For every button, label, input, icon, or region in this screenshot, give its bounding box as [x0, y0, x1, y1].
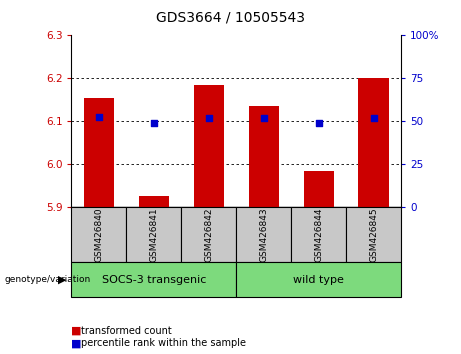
Point	[315, 120, 322, 125]
Text: GDS3664 / 10505543: GDS3664 / 10505543	[156, 11, 305, 25]
Text: GSM426840: GSM426840	[95, 207, 103, 262]
Bar	[194, 85, 224, 207]
Bar	[139, 196, 169, 207]
Bar	[236, 207, 291, 262]
Text: ■: ■	[71, 338, 82, 348]
Bar	[126, 207, 181, 262]
Bar	[291, 207, 346, 262]
Text: wild type: wild type	[293, 275, 344, 285]
Bar	[236, 262, 401, 297]
Point	[370, 115, 377, 121]
Text: ▶: ▶	[58, 275, 66, 285]
Text: GSM426843: GSM426843	[259, 207, 268, 262]
Text: transformed count: transformed count	[81, 326, 171, 336]
Bar	[71, 207, 126, 262]
Text: GSM426841: GSM426841	[149, 207, 159, 262]
Bar	[181, 207, 236, 262]
Text: ■: ■	[71, 326, 82, 336]
Text: genotype/variation: genotype/variation	[5, 275, 91, 284]
Bar	[359, 78, 389, 207]
Bar	[71, 262, 236, 297]
Text: GSM426844: GSM426844	[314, 207, 323, 262]
Bar	[84, 98, 114, 207]
Text: percentile rank within the sample: percentile rank within the sample	[81, 338, 246, 348]
Point	[150, 121, 158, 126]
Point	[205, 115, 213, 121]
Text: GSM426842: GSM426842	[204, 207, 213, 262]
Text: GSM426845: GSM426845	[369, 207, 378, 262]
Text: SOCS-3 transgenic: SOCS-3 transgenic	[102, 275, 206, 285]
Bar	[303, 171, 334, 207]
Point	[260, 115, 267, 121]
Bar	[248, 106, 279, 207]
Bar	[346, 207, 401, 262]
Point	[95, 114, 103, 120]
